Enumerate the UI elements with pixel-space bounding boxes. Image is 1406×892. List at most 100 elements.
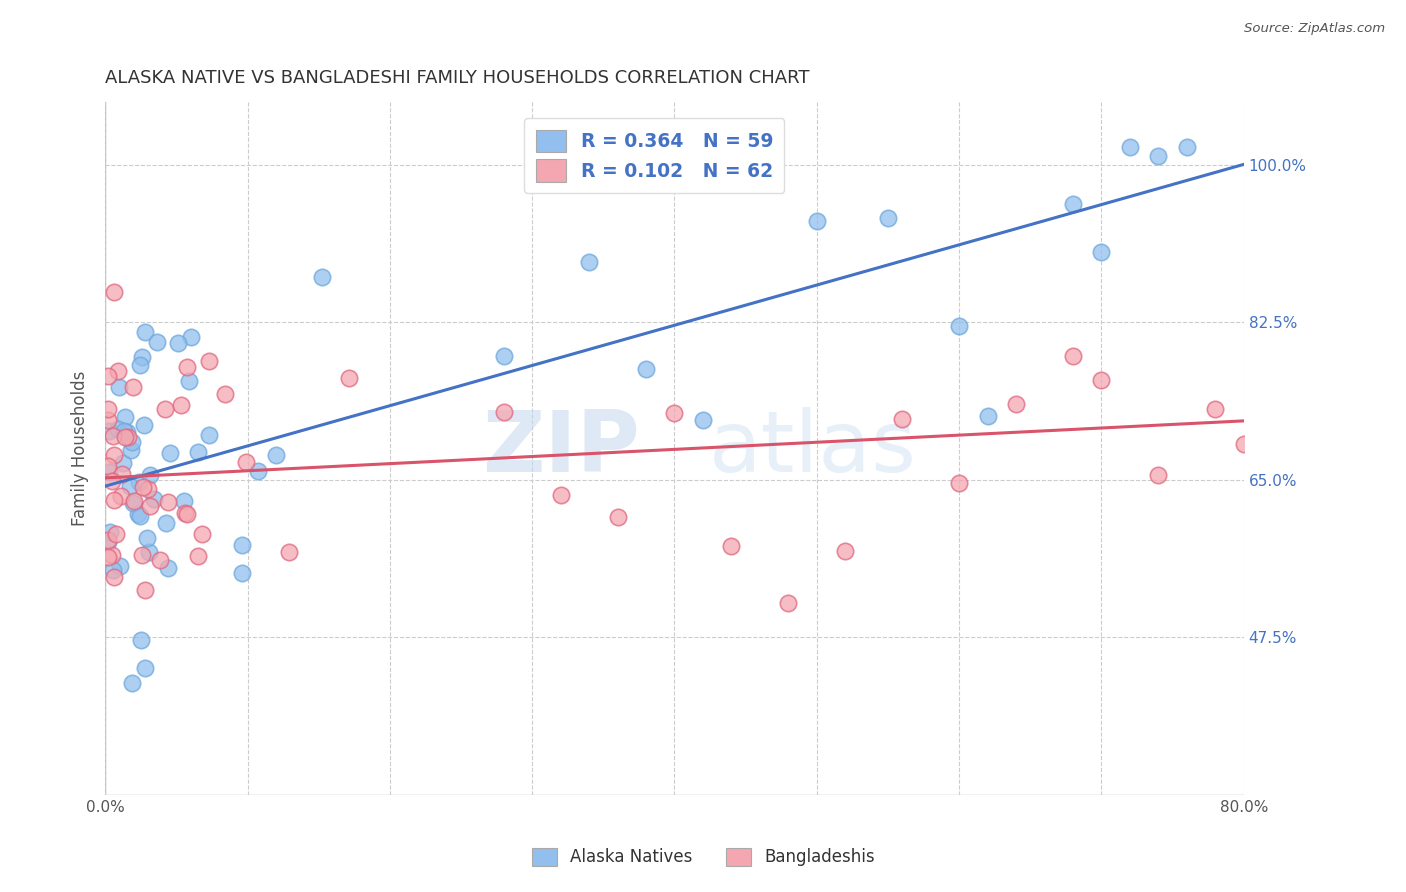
Point	[134, 660, 156, 674]
Point	[214, 386, 236, 401]
Point	[1317, 371, 1340, 385]
Point	[720, 539, 742, 553]
Point	[606, 509, 628, 524]
Point	[98, 466, 121, 480]
Point	[167, 336, 190, 351]
Point	[101, 474, 124, 488]
Point	[103, 448, 125, 462]
Point	[128, 475, 150, 490]
Text: ZIP: ZIP	[482, 407, 640, 490]
Point	[246, 464, 269, 478]
Point	[1347, 257, 1369, 271]
Point	[578, 254, 600, 268]
Point	[110, 489, 132, 503]
Point	[138, 500, 160, 514]
Point	[153, 401, 176, 416]
Point	[550, 488, 572, 502]
Point	[127, 507, 149, 521]
Point	[1090, 373, 1112, 387]
Point	[891, 412, 914, 426]
Point	[136, 531, 159, 545]
Text: Source: ZipAtlas.com: Source: ZipAtlas.com	[1244, 22, 1385, 36]
Point	[948, 319, 970, 334]
Point	[1175, 140, 1198, 154]
Point	[136, 482, 159, 496]
Point	[120, 442, 142, 457]
Point	[231, 566, 253, 580]
Point	[170, 398, 193, 412]
Point	[492, 349, 515, 363]
Point	[692, 413, 714, 427]
Point	[97, 369, 120, 384]
Point	[111, 467, 134, 482]
Point	[664, 406, 686, 420]
Point	[1090, 245, 1112, 260]
Point	[1119, 140, 1142, 154]
Point	[1375, 395, 1398, 409]
Point	[108, 559, 131, 574]
Point	[131, 548, 153, 562]
Point	[177, 374, 200, 388]
Text: atlas: atlas	[709, 407, 917, 490]
Point	[173, 494, 195, 508]
Point	[634, 362, 657, 376]
Point	[108, 380, 131, 394]
Point	[98, 524, 121, 539]
Point	[118, 479, 141, 493]
Point	[114, 430, 136, 444]
Point	[114, 410, 136, 425]
Point	[1289, 528, 1312, 542]
Point	[117, 430, 139, 444]
Point	[97, 459, 120, 474]
Point	[103, 570, 125, 584]
Point	[131, 350, 153, 364]
Point	[806, 214, 828, 228]
Point	[877, 211, 900, 226]
Point	[198, 428, 221, 442]
Point	[149, 553, 172, 567]
Point	[778, 596, 800, 610]
Point	[1147, 468, 1170, 483]
Point	[187, 549, 209, 564]
Point	[1147, 149, 1170, 163]
Point	[1062, 349, 1084, 363]
Point	[1403, 365, 1406, 379]
Point	[128, 358, 150, 372]
Point	[1005, 396, 1028, 410]
Point	[97, 549, 120, 564]
Point	[176, 508, 198, 522]
Point	[187, 445, 209, 459]
Point	[97, 402, 120, 417]
Point	[948, 475, 970, 490]
Point	[112, 424, 135, 438]
Legend: R = 0.364   N = 59, R = 0.102   N = 62: R = 0.364 N = 59, R = 0.102 N = 62	[524, 119, 785, 193]
Point	[134, 325, 156, 339]
Point	[103, 563, 125, 577]
Point	[159, 446, 181, 460]
Point	[122, 493, 145, 508]
Point	[115, 425, 138, 439]
Point	[976, 409, 998, 424]
Legend: Alaska Natives, Bangladeshis: Alaska Natives, Bangladeshis	[523, 839, 883, 875]
Y-axis label: Family Households: Family Households	[72, 371, 89, 526]
Point	[103, 493, 125, 508]
Point	[134, 583, 156, 598]
Point	[121, 496, 143, 510]
Point	[155, 516, 177, 531]
Point	[264, 448, 287, 462]
Point	[492, 405, 515, 419]
Point	[173, 506, 195, 520]
Point	[176, 360, 198, 375]
Point	[107, 364, 129, 378]
Point	[132, 418, 155, 433]
Point	[107, 422, 129, 436]
Point	[103, 429, 125, 443]
Point	[157, 560, 180, 574]
Text: ALASKA NATIVE VS BANGLADESHI FAMILY HOUSEHOLDS CORRELATION CHART: ALASKA NATIVE VS BANGLADESHI FAMILY HOUS…	[105, 69, 810, 87]
Point	[97, 535, 120, 549]
Point	[235, 455, 257, 469]
Point	[97, 533, 120, 547]
Point	[191, 527, 214, 541]
Point	[142, 492, 165, 507]
Point	[1062, 197, 1084, 211]
